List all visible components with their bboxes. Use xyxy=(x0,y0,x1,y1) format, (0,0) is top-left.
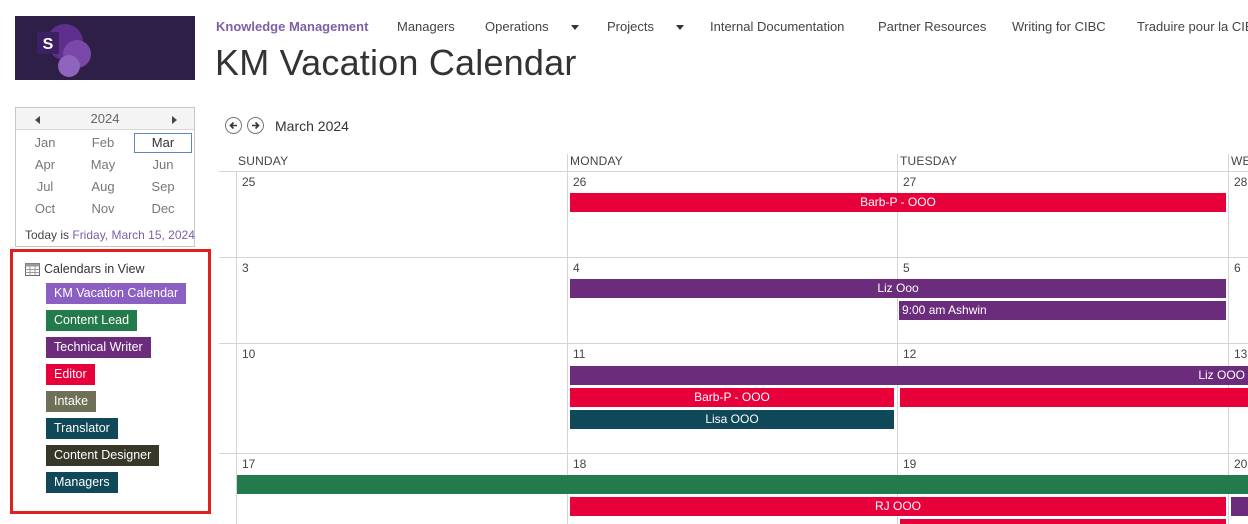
grid-line xyxy=(236,171,237,524)
day-number[interactable]: 4 xyxy=(573,261,580,275)
event-barb-p-ooo[interactable]: Barb-P - OOO xyxy=(570,193,1226,212)
day-number[interactable]: 27 xyxy=(903,175,917,189)
month-jun[interactable]: Jun xyxy=(152,157,174,172)
day-number[interactable]: 17 xyxy=(242,457,256,471)
year-header: 2024 xyxy=(16,108,194,130)
event-ashwin[interactable]: 9:00 am Ashwin xyxy=(899,301,1226,320)
nav-knowledge-management[interactable]: Knowledge Management xyxy=(216,19,369,34)
nav-writing-for-cibc[interactable]: Writing for CIBC xyxy=(1012,19,1106,34)
day-number[interactable]: 10 xyxy=(242,347,256,361)
year-picker: 2024 Jan Feb Mar Apr May Jun Jul Aug Sep… xyxy=(15,107,195,247)
legend-content-lead[interactable]: Content Lead xyxy=(46,310,138,331)
arrow-right-icon xyxy=(252,121,260,130)
day-number[interactable]: 5 xyxy=(903,261,910,275)
previous-year-icon[interactable] xyxy=(35,116,40,124)
nav-operations[interactable]: Operations xyxy=(485,19,579,34)
month-sep[interactable]: Sep xyxy=(151,179,175,194)
site-logo[interactable]: S xyxy=(15,16,195,80)
legend-translator[interactable]: Translator xyxy=(46,418,118,439)
nav-managers[interactable]: Managers xyxy=(397,19,455,34)
sharepoint-logo-icon: S xyxy=(37,24,91,77)
grid-line xyxy=(219,343,1248,344)
month-jan[interactable]: Jan xyxy=(34,135,56,150)
month-may[interactable]: May xyxy=(90,157,116,172)
day-header-wednesday: WE xyxy=(1231,154,1248,168)
calendars-in-view-heading: Calendars in View xyxy=(25,262,145,276)
month-feb[interactable]: Feb xyxy=(91,135,115,150)
event-editor-tuesday-week4[interactable] xyxy=(900,519,1226,524)
month-aug[interactable]: Aug xyxy=(91,179,115,194)
current-month-label: March 2024 xyxy=(275,117,349,134)
day-header-tuesday: TUESDAY xyxy=(900,154,958,168)
chevron-down-icon[interactable] xyxy=(675,24,684,30)
next-month-button[interactable] xyxy=(247,117,264,134)
legend-km-vacation-calendar[interactable]: KM Vacation Calendar xyxy=(46,283,187,304)
month-apr[interactable]: Apr xyxy=(34,157,56,172)
calendar-grid-icon xyxy=(25,262,40,276)
legend-intake[interactable]: Intake xyxy=(46,391,97,412)
day-number[interactable]: 18 xyxy=(573,457,587,471)
event-liz-ooo[interactable]: Liz Ooo xyxy=(570,279,1226,298)
calendars-in-view-panel: Calendars in View KM Vacation Calendar C… xyxy=(10,249,211,514)
month-jul[interactable]: Jul xyxy=(36,179,54,194)
year-label: 2024 xyxy=(90,111,120,126)
legend-content-designer[interactable]: Content Designer xyxy=(46,445,160,466)
event-technical-writer-wed[interactable] xyxy=(1231,497,1248,516)
nav-partner-resources[interactable]: Partner Resources xyxy=(878,19,987,34)
month-mar[interactable]: Mar xyxy=(134,133,192,153)
day-number[interactable]: 19 xyxy=(903,457,917,471)
event-barb-p-ooo-week3[interactable]: Barb-P - OOO xyxy=(570,388,894,407)
nav-projects[interactable]: Projects xyxy=(607,19,684,34)
legend-managers[interactable]: Managers xyxy=(46,472,118,493)
event-rj-ooo[interactable]: RJ OOO xyxy=(570,497,1226,516)
today-link[interactable]: Friday, March 15, 2024 xyxy=(72,228,195,242)
month-navigation: March 2024 xyxy=(225,117,349,134)
day-number[interactable]: 26 xyxy=(573,175,587,189)
grid-line xyxy=(567,154,568,524)
day-header-sunday: SUNDAY xyxy=(238,154,289,168)
event-lisa-ooo[interactable]: Lisa OOO xyxy=(570,410,894,429)
nav-internal-documentation[interactable]: Internal Documentation xyxy=(710,19,845,34)
event-liz-ooo-week3[interactable]: Liz OOO xyxy=(570,366,1248,385)
day-number[interactable]: 12 xyxy=(903,347,917,361)
day-number[interactable]: 25 xyxy=(242,175,256,189)
grid-line xyxy=(219,171,1248,172)
page-title: KM Vacation Calendar xyxy=(215,42,577,83)
day-number[interactable]: 11 xyxy=(573,347,586,361)
nav-traduire-pour-la-cibc[interactable]: Traduire pour la CIBC xyxy=(1137,19,1248,34)
event-editor-tuesday[interactable] xyxy=(900,388,1248,407)
grid-line xyxy=(1228,154,1229,524)
legend-technical-writer[interactable]: Technical Writer xyxy=(46,337,151,358)
day-number[interactable]: 13 xyxy=(1234,347,1248,361)
today-prefix: Today is xyxy=(25,228,73,242)
month-grid: Jan Feb Mar Apr May Jun Jul Aug Sep Oct … xyxy=(16,130,194,220)
previous-month-button[interactable] xyxy=(225,117,242,134)
grid-line xyxy=(219,453,1248,454)
day-header-monday: MONDAY xyxy=(570,154,623,168)
grid-line xyxy=(219,257,1248,258)
day-number[interactable]: 3 xyxy=(242,261,249,275)
day-number[interactable]: 20 xyxy=(1234,457,1248,471)
day-number[interactable]: 28 xyxy=(1234,175,1248,189)
grid-line xyxy=(897,154,898,524)
event-content-lead[interactable] xyxy=(237,475,1248,494)
next-year-icon[interactable] xyxy=(172,116,177,124)
svg-text:S: S xyxy=(43,36,54,53)
month-oct[interactable]: Oct xyxy=(34,201,56,216)
arrow-left-icon xyxy=(229,121,237,130)
month-nov[interactable]: Nov xyxy=(91,201,115,216)
today-indicator: Today is Friday, March 15, 2024 xyxy=(25,228,195,242)
day-number[interactable]: 6 xyxy=(1234,261,1241,275)
chevron-down-icon[interactable] xyxy=(570,24,579,30)
legend-editor[interactable]: Editor xyxy=(46,364,95,385)
month-dec[interactable]: Dec xyxy=(151,201,175,216)
